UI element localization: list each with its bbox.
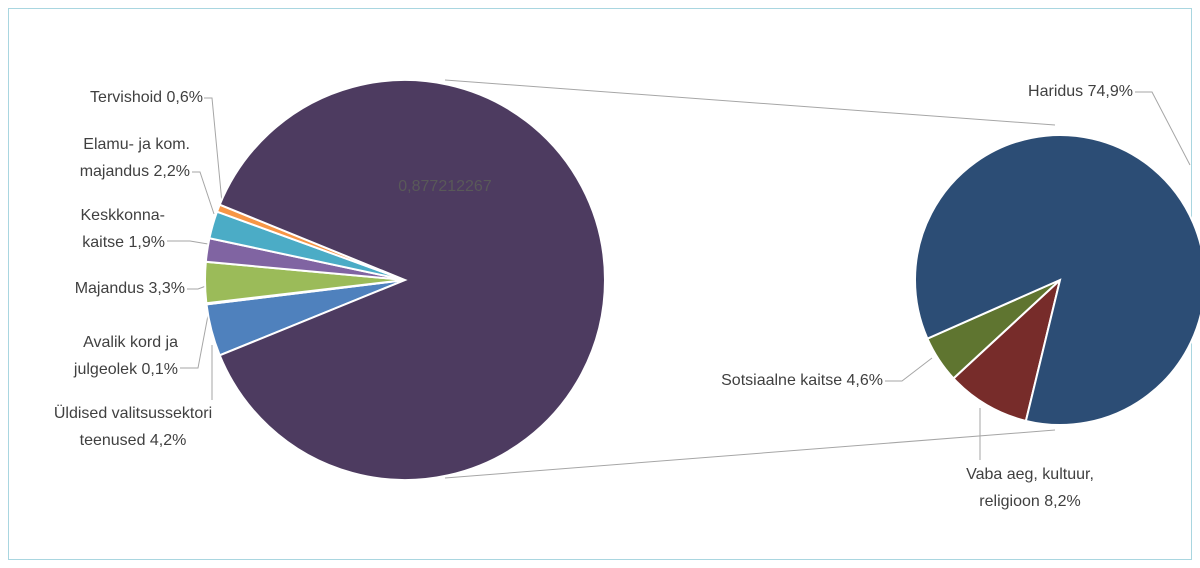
- pie-slice: [914, 134, 1200, 426]
- pie-slice: [952, 277, 1062, 423]
- data-label: Vaba aeg, kultuur,: [966, 466, 1094, 483]
- data-label: majandus 2,2%: [80, 163, 190, 180]
- connector: [444, 79, 1056, 126]
- data-label: Haridus 74,9%: [1028, 83, 1133, 100]
- pie-slice: [218, 79, 606, 481]
- data-label: Keskkonna-: [81, 207, 166, 224]
- data-label: teenused 4,2%: [80, 432, 187, 449]
- data-label: kaitse 1,9%: [82, 234, 165, 251]
- data-label: Avalik kord ja: [83, 334, 178, 351]
- data-label: Sotsiaalne kaitse 4,6%: [721, 372, 883, 389]
- data-label: Majandus 3,3%: [75, 280, 185, 297]
- leader-lines: [167, 91, 1191, 460]
- data-label: Elamu- ja kom.: [83, 136, 190, 153]
- data-label: Üldised valitsussektori: [54, 404, 212, 422]
- connector: [444, 429, 1056, 479]
- data-label: religioon 8,2%: [979, 493, 1080, 510]
- data-label: Tervishoid 0,6%: [90, 89, 203, 106]
- data-label: julgeolek 0,1%: [73, 361, 178, 378]
- data-label: 0,877212267: [398, 178, 492, 195]
